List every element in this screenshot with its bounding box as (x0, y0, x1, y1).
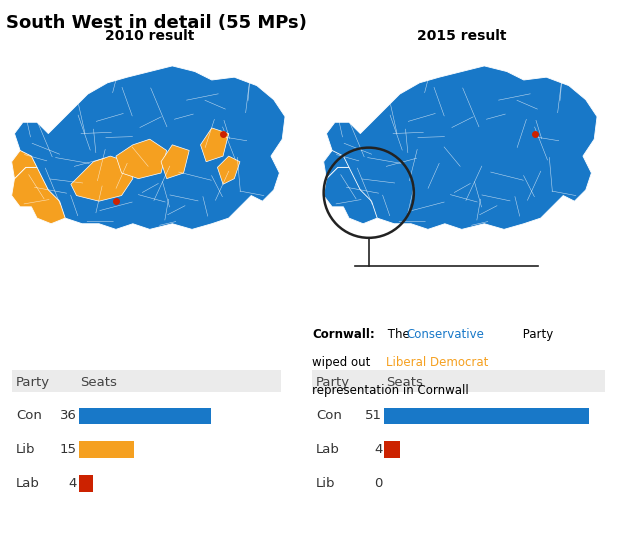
Text: Party: Party (16, 376, 51, 389)
Text: Lab: Lab (316, 443, 340, 456)
Text: South West in detail (55 MPs): South West in detail (55 MPs) (6, 14, 307, 31)
Text: Lib: Lib (16, 443, 36, 456)
Polygon shape (200, 128, 228, 162)
Text: 0: 0 (374, 478, 383, 490)
Text: 36: 36 (60, 410, 77, 422)
Text: Party: Party (316, 376, 350, 389)
Text: representation in Cornwall: representation in Cornwall (312, 384, 469, 397)
Text: The: The (384, 328, 413, 341)
Polygon shape (71, 156, 133, 201)
Polygon shape (12, 151, 37, 179)
Polygon shape (12, 167, 65, 224)
Text: Liberal Democrat: Liberal Democrat (386, 356, 488, 369)
Text: Lib: Lib (316, 478, 336, 490)
Text: Seats: Seats (386, 376, 423, 389)
Text: Party: Party (519, 328, 553, 341)
Polygon shape (217, 156, 240, 184)
Title: 2010 result: 2010 result (105, 29, 195, 43)
Polygon shape (12, 66, 285, 229)
Text: Seats: Seats (80, 376, 117, 389)
Bar (79, 441, 134, 459)
Text: 15: 15 (60, 443, 77, 456)
Bar (384, 441, 401, 459)
Polygon shape (324, 167, 377, 224)
Bar (312, 370, 605, 392)
Title: 2015 result: 2015 result (417, 29, 507, 43)
Text: Lab: Lab (16, 478, 40, 490)
Bar (79, 475, 94, 492)
Text: 4: 4 (69, 478, 77, 490)
Text: Con: Con (16, 410, 42, 422)
Bar (12, 370, 281, 392)
Text: Conservative: Conservative (407, 328, 485, 341)
Text: 4: 4 (374, 443, 383, 456)
Bar (384, 408, 589, 424)
Polygon shape (161, 145, 189, 179)
Bar (79, 408, 211, 424)
Text: wiped out: wiped out (312, 356, 374, 369)
Text: Con: Con (316, 410, 342, 422)
Polygon shape (324, 151, 349, 179)
Text: 51: 51 (365, 410, 383, 422)
Text: Cornwall:: Cornwall: (312, 328, 375, 341)
Polygon shape (324, 66, 597, 229)
Polygon shape (116, 139, 167, 179)
